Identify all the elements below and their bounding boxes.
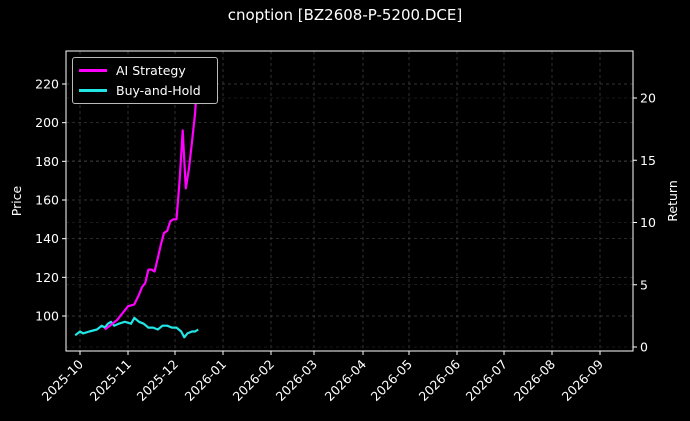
chart-title: cnoption [BZ2608-P-5200.DCE] <box>227 6 463 24</box>
x-tick-label: 2025-11 <box>87 357 135 405</box>
y-tick-label: 120 <box>35 270 59 285</box>
y-right-tick-label: 0 <box>640 340 648 355</box>
legend-item-ai-strategy: AI Strategy <box>79 60 186 80</box>
y-right-tick-label: 20 <box>640 91 656 106</box>
y-axis-label: Price <box>9 185 24 216</box>
grid-lines <box>66 51 633 351</box>
legend-label-ai-strategy: AI Strategy <box>116 62 186 78</box>
x-tick-label: 2026-09 <box>559 356 607 404</box>
x-tick-label: 2026-07 <box>463 357 511 405</box>
y-tick-label: 220 <box>35 77 59 92</box>
x-tick-label: 2026-04 <box>322 356 370 404</box>
y-tick-label: 200 <box>35 115 59 130</box>
y-tick-label: 100 <box>35 309 59 324</box>
x-tick-label: 2026-02 <box>230 357 278 405</box>
x-tick-label: 2026-03 <box>273 357 321 405</box>
legend-swatch-ai-strategy <box>79 68 107 72</box>
legend-label-buy-and-hold: Buy-and-Hold <box>116 82 201 98</box>
x-tick-label: 2026-08 <box>511 356 559 404</box>
x-tick-label: 2026-01 <box>182 357 230 405</box>
y-tick-label: 140 <box>35 231 59 246</box>
x-tick-label: 2026-06 <box>416 356 464 404</box>
legend-swatch-buy-and-hold <box>79 88 107 92</box>
x-tick-label: 2025-12 <box>134 357 182 405</box>
y-right-tick-label: 5 <box>640 277 648 292</box>
y-tick-label: 180 <box>35 154 59 169</box>
x-tick-label: 2025-10 <box>39 356 87 404</box>
x-tick-label: 2026-05 <box>368 357 416 405</box>
series-lines <box>74 66 200 339</box>
y-right-tick-label: 10 <box>640 215 656 230</box>
y-tick-label: 160 <box>35 193 59 208</box>
series-line-ai-strategy <box>104 66 200 331</box>
y-axis-right-label: Return <box>665 180 680 221</box>
y-right-tick-label: 15 <box>640 153 656 168</box>
legend: AI Strategy Buy-and-Hold <box>72 57 218 104</box>
legend-item-buy-and-hold: Buy-and-Hold <box>79 80 201 100</box>
plot-frame <box>65 50 634 352</box>
series-line-buy-and-hold <box>74 316 199 339</box>
